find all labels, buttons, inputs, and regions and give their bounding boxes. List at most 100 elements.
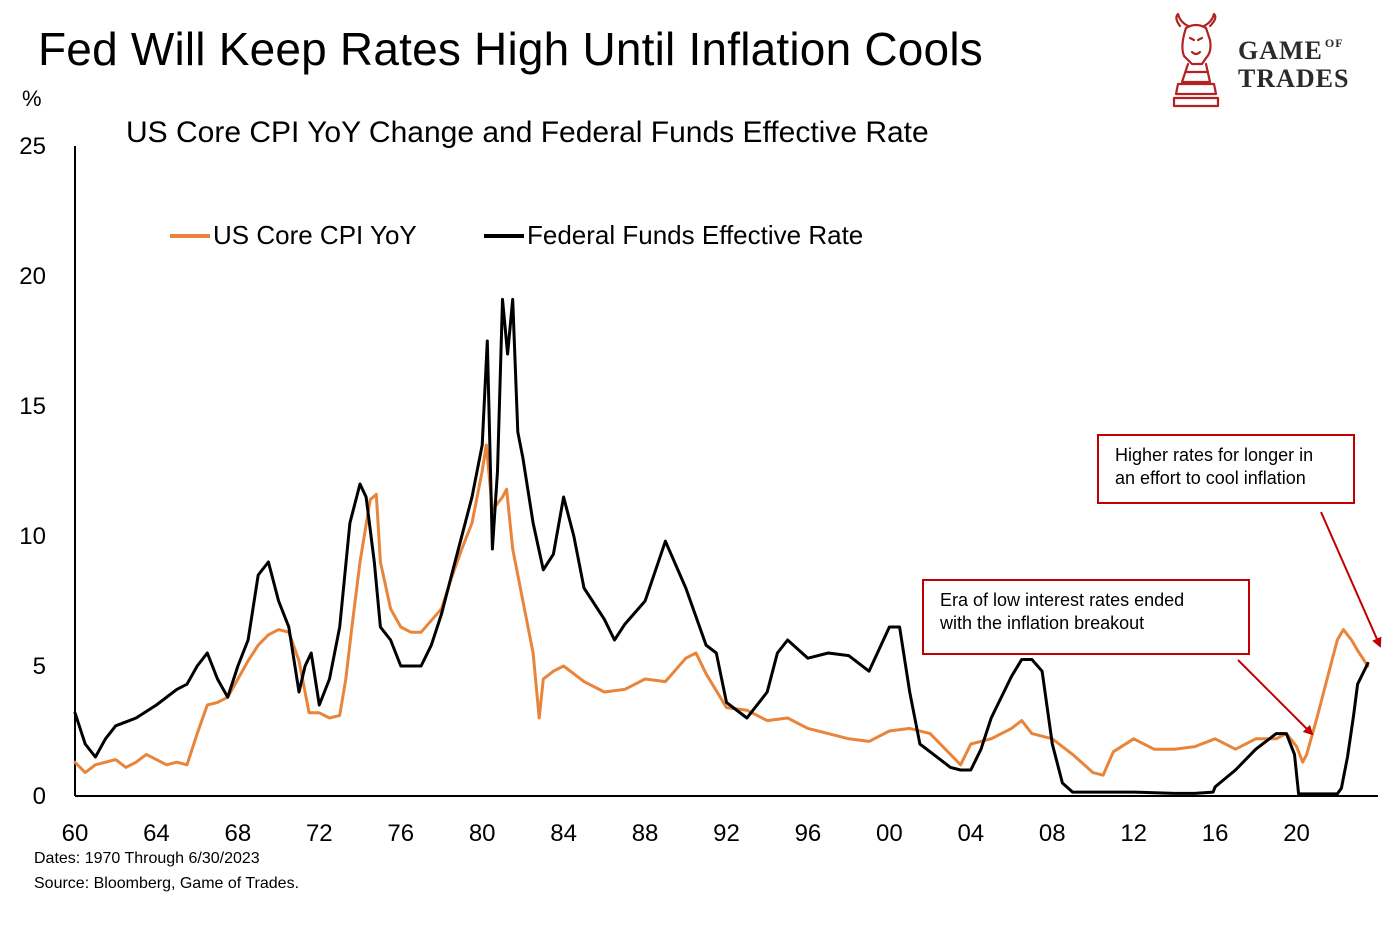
cpi-data-point <box>257 644 260 647</box>
ffr-data-point <box>644 600 646 602</box>
ffr-data-point <box>247 639 250 641</box>
ffr-data-point <box>257 574 260 576</box>
cpi-data-point <box>389 607 392 610</box>
ffr-data-point <box>705 644 707 647</box>
bull-knight-chess-icon <box>1172 12 1220 108</box>
ffr-data-point <box>1214 786 1216 788</box>
cpi-data-point <box>186 763 188 766</box>
ffr-data-point <box>1254 748 1257 751</box>
ffr-data-point <box>506 353 509 355</box>
cpi-data-point <box>868 740 870 743</box>
ffr-data-point <box>516 431 519 433</box>
cpi-data-point <box>1305 753 1308 756</box>
chart-subtitle: US Core CPI YoY Change and Federal Funds… <box>126 116 929 149</box>
cpi-data-point <box>705 672 707 675</box>
ffr-data-point <box>562 496 565 498</box>
callout-low-rates-line2: with the inflation breakout <box>940 613 1145 633</box>
y-tick-label: 15 <box>19 393 46 420</box>
source-note: Source: Bloomberg, Game of Trades. <box>34 875 300 892</box>
cpi-data-point <box>929 732 931 735</box>
ffr-data-point <box>522 457 524 459</box>
x-tick-label: 04 <box>957 820 984 847</box>
cpi-data-point <box>145 753 148 756</box>
ffr-data-point <box>94 756 97 758</box>
ffr-data-point <box>1356 683 1359 686</box>
ffr-data-point <box>868 670 870 673</box>
ffr-data-point <box>310 652 313 654</box>
ffr-data-point <box>359 483 361 485</box>
ffr-data-point <box>1293 753 1296 756</box>
cpi-data-point <box>1356 649 1359 652</box>
dates-note: Dates: 1970 Through 6/30/2023 <box>34 850 260 867</box>
ffr-data-point <box>1031 658 1033 661</box>
arrow-low-rates <box>1237 659 1314 736</box>
y-axis-unit: % <box>22 86 42 111</box>
cpi-data-point <box>175 761 178 764</box>
callout-higher-rates: Higher rates for longer in an effort to … <box>1097 434 1355 504</box>
cpi-data-point <box>847 737 850 740</box>
ffr-data-point <box>1285 732 1288 735</box>
ffr-data-point <box>410 665 412 667</box>
cpi-data-point <box>460 548 463 550</box>
ffr-data-point <box>1366 662 1369 665</box>
ffr-data-point <box>888 626 891 628</box>
ffr-data-point <box>1193 792 1196 795</box>
ffr-data-point <box>1061 782 1064 784</box>
x-tick-label: 72 <box>306 820 333 847</box>
game-of-trades-logo: GAME OF TRADES <box>1166 12 1356 112</box>
logo-text-game: GAME OF <box>1238 36 1344 66</box>
logo-text-trades: TRADES <box>1238 64 1350 93</box>
cpi-data-point <box>196 732 199 735</box>
cpi-data-point <box>959 763 962 766</box>
ffr-data-point <box>155 704 158 706</box>
y-tick-label: 20 <box>19 263 46 290</box>
ffr-data-point <box>766 691 769 693</box>
cpi-data-point <box>375 493 378 496</box>
cpi-data-point <box>125 766 127 769</box>
ffr-data-point <box>338 626 341 628</box>
ffr-data-point <box>74 711 76 714</box>
cpi-data-point <box>644 678 646 680</box>
ffr-data-point <box>1173 792 1176 795</box>
cpi-data-point <box>542 678 545 680</box>
y-tick-label: 10 <box>19 523 46 550</box>
cpi-data-point <box>766 719 769 722</box>
legend-label-ffr: Federal Funds Effective Rate <box>527 220 863 250</box>
ffr-data-point <box>206 652 209 654</box>
logo-of-word: OF <box>1324 36 1344 50</box>
ffr-data-point <box>389 639 392 641</box>
callout-low-rates-line1: Era of low interest rates ended <box>940 590 1185 610</box>
cpi-data-point <box>216 701 219 704</box>
ffr-data-point <box>496 470 499 472</box>
ffr-data-point <box>1020 658 1023 661</box>
cpi-data-point <box>420 631 422 634</box>
ffr-data-point <box>349 522 351 524</box>
cpi-data-point <box>277 628 280 631</box>
cpi-data-point <box>1336 639 1339 641</box>
cpi-data-point <box>1102 774 1104 777</box>
cpi-data-point <box>1326 678 1328 680</box>
cpi-data-point <box>990 737 993 740</box>
ffr-data-point <box>949 766 952 769</box>
x-tick-label: 92 <box>713 820 740 847</box>
cpi-data-point <box>623 688 626 691</box>
ffr-data-point <box>1352 714 1355 717</box>
x-tick-label: 00 <box>876 820 903 847</box>
ffr-data-point <box>298 691 300 693</box>
ffr-data-point <box>471 496 473 498</box>
cpi-data-point <box>1010 727 1013 730</box>
cpi-data-point <box>1193 745 1196 748</box>
ffr-data-point <box>908 691 911 693</box>
ffr-data-point <box>440 613 443 615</box>
ffr-data-point <box>399 665 402 667</box>
ffr-data-point <box>318 704 321 706</box>
cpi-data-point <box>501 496 504 498</box>
x-tick-label: 60 <box>62 820 89 847</box>
ffr-data-point <box>420 665 422 667</box>
cpi-data-point <box>351 626 353 628</box>
chart-series <box>73 297 1370 796</box>
cpi-data-point <box>538 717 541 719</box>
cpi-data-point <box>399 626 402 628</box>
ffr-data-point <box>460 535 463 537</box>
